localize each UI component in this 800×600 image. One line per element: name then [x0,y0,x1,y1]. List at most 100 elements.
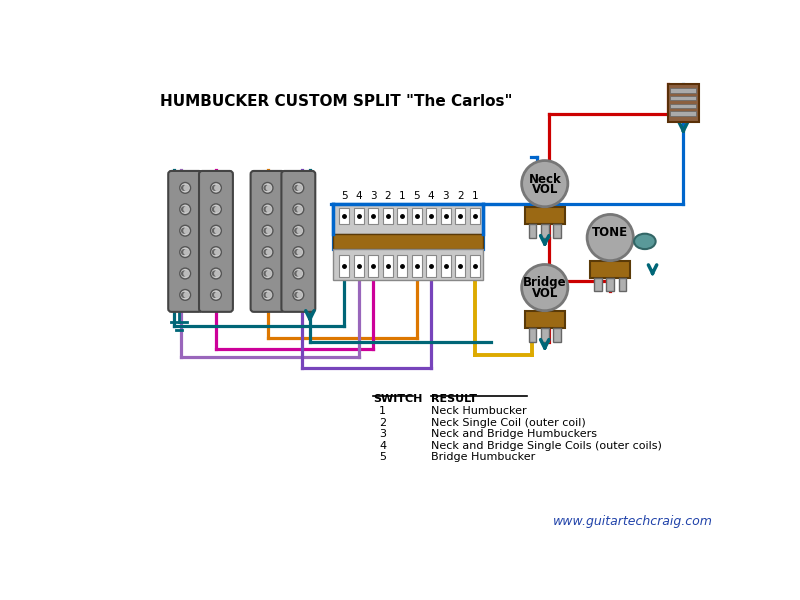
Circle shape [212,206,218,212]
Bar [426,255,436,277]
Text: Neck: Neck [528,173,561,185]
Circle shape [293,290,304,301]
Circle shape [181,292,187,298]
Bar [412,255,422,277]
Text: Bridge: Bridge [523,277,566,289]
Circle shape [183,206,190,212]
Text: TONE: TONE [592,226,628,239]
Circle shape [214,185,220,191]
Circle shape [214,249,220,255]
Circle shape [212,185,218,191]
Bar [590,260,630,278]
Circle shape [214,271,220,277]
Circle shape [181,271,187,277]
Text: 5: 5 [414,191,420,202]
Circle shape [210,204,222,215]
Circle shape [212,227,218,234]
Bar [541,224,549,238]
Circle shape [183,292,190,298]
Text: Neck Single Coil (outer coil): Neck Single Coil (outer coil) [430,418,586,428]
Circle shape [266,185,272,191]
Bar [594,278,602,292]
Bar [368,255,378,277]
Circle shape [263,206,270,212]
Circle shape [180,247,190,257]
Text: 3: 3 [370,191,377,202]
Circle shape [262,226,273,236]
Text: 3: 3 [379,429,386,439]
Circle shape [180,290,190,301]
Text: 4: 4 [428,191,434,202]
Circle shape [181,249,187,255]
Circle shape [263,271,270,277]
Circle shape [266,249,272,255]
Bar [670,96,697,100]
FancyBboxPatch shape [250,171,285,312]
Bar [382,255,393,277]
Text: 4: 4 [379,441,386,451]
Bar [333,205,483,233]
Bar [333,249,483,280]
Circle shape [587,214,634,260]
Text: HUMBUCKER CUSTOM SPLIT "The Carlos": HUMBUCKER CUSTOM SPLIT "The Carlos" [160,94,512,109]
Circle shape [212,249,218,255]
Bar [529,328,536,341]
FancyBboxPatch shape [168,171,202,312]
Bar [397,208,407,224]
Text: 1: 1 [379,406,386,416]
Circle shape [266,227,272,234]
Circle shape [294,292,300,298]
Bar [670,88,697,93]
Text: RESULT: RESULT [430,394,477,404]
Bar [606,278,614,292]
Text: 5: 5 [379,452,386,463]
Circle shape [262,290,273,301]
Circle shape [293,204,304,215]
FancyBboxPatch shape [199,171,233,312]
Bar [441,208,450,224]
Circle shape [262,247,273,257]
Text: www.guitartechcraig.com: www.guitartechcraig.com [553,515,713,528]
Bar [470,255,480,277]
Bar [339,208,349,224]
Text: 5: 5 [341,191,347,202]
Text: Neck and Bridge Humbuckers: Neck and Bridge Humbuckers [430,429,597,439]
Circle shape [212,292,218,298]
Bar [554,328,561,341]
Circle shape [210,226,222,236]
Text: 3: 3 [442,191,449,202]
Text: 1: 1 [399,191,406,202]
Circle shape [214,206,220,212]
Text: Bridge Humbucker: Bridge Humbucker [430,452,535,463]
Bar [670,104,697,108]
Circle shape [297,185,302,191]
Bar [455,208,466,224]
Text: 2: 2 [379,418,386,428]
Text: 2: 2 [384,191,391,202]
Bar [382,208,393,224]
Text: 2: 2 [457,191,463,202]
Circle shape [181,227,187,234]
Text: Neck and Bridge Single Coils (outer coils): Neck and Bridge Single Coils (outer coil… [430,441,662,451]
Circle shape [293,182,304,193]
Circle shape [210,290,222,301]
Circle shape [294,249,300,255]
Circle shape [180,204,190,215]
Circle shape [297,206,302,212]
Bar [426,208,436,224]
Bar [368,208,378,224]
Circle shape [293,247,304,257]
Bar [554,224,561,238]
Text: SWITCH: SWITCH [373,394,422,404]
Bar [354,255,364,277]
Circle shape [183,185,190,191]
Circle shape [297,292,302,298]
Text: VOL: VOL [531,184,558,196]
Circle shape [183,271,190,277]
Bar [525,311,565,328]
Circle shape [266,292,272,298]
Circle shape [262,204,273,215]
Circle shape [183,249,190,255]
Circle shape [262,268,273,279]
Bar [525,207,565,224]
